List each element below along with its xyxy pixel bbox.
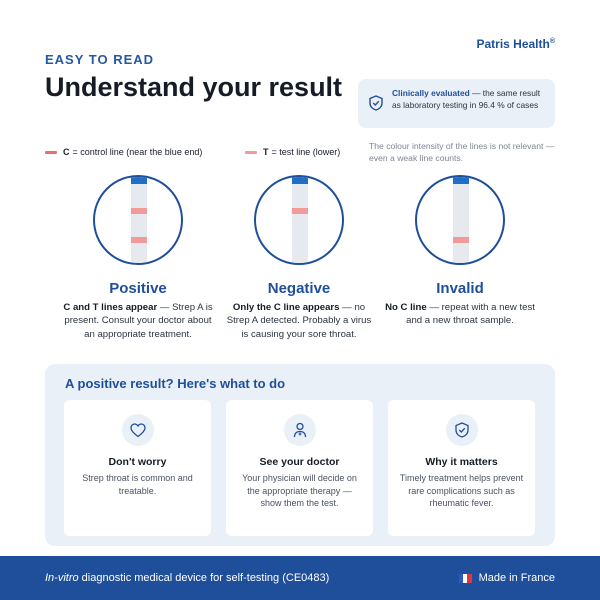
test-line-swatch [245,150,257,154]
shield-check-icon [445,414,478,446]
card-title: Don't worry [108,456,167,468]
doctor-icon [283,414,316,446]
result-description: Only the C line appears — no Strep A det… [224,301,374,341]
legend-c-key: C [63,147,70,157]
device-text: diagnostic medical device for self-testi… [78,572,330,584]
result-title: Positive [109,280,167,297]
card-text: Your physician will decide on the approp… [242,473,357,509]
france-flag-icon [458,573,472,583]
strip-blue-end [453,177,469,184]
strip-t-line [131,237,147,243]
result-description: C and T lines appear — Strep A is presen… [63,301,213,341]
strip-blue-end [131,177,147,184]
made-in-france: Made in France [458,572,555,584]
card-dont-worry: Don't worry Strep throat is common and t… [64,400,211,536]
result-description: No C line — repeat with a new test and a… [385,301,535,328]
footer-bar: In-vitro diagnostic medical device for s… [0,556,600,600]
control-line-swatch [45,150,57,154]
brand-name: Patris Health [476,37,550,51]
strip-blue-end [292,177,308,184]
device-statement: In-vitro diagnostic medical device for s… [45,572,329,584]
card-title: Why it matters [425,456,498,468]
heart-icon [121,414,154,446]
test-strip [453,177,469,263]
test-strip [292,177,308,263]
legend-test-line: T = test line (lower) [245,147,340,157]
test-strip [131,177,147,263]
made-in-label: Made in France [478,572,555,584]
clinical-evaluation-box: Clinically evaluated — the same result a… [358,79,555,128]
invalid-strip-illustration [415,175,505,265]
brand-mark: ® [549,38,555,45]
intensity-note: The colour intensity of the lines is not… [369,141,555,164]
device-italic: In-vitro [45,572,79,584]
legend-t-key: T [263,147,269,157]
card-text: Timely treatment helps prevent rare comp… [399,473,524,509]
result-text: — no Strep A detected. Probably a virus … [226,302,372,340]
negative-strip-illustration [254,175,344,265]
legend-t-text: = test line (lower) [271,147,341,157]
strip-c-line [131,208,147,214]
shield-check-icon [369,95,383,111]
positive-strip-illustration [93,175,183,265]
brand-logo: Patris Health® [476,37,555,51]
card-see-your-doctor: See your doctor Your physician will deci… [226,400,373,536]
result-bold: C and T lines appear [63,302,158,313]
clinical-text: — the same result as laboratory testing … [392,88,541,111]
panel-title: A positive result? Here's what to do [65,376,286,391]
card-title: See your doctor [259,456,340,468]
result-invalid: Invalid No C line — repeat with a new te… [385,280,535,328]
result-text: — Strep A is present. Consult your docto… [64,302,213,340]
eyebrow-label: EASY TO READ [45,52,155,67]
card-why-it-matters: Why it matters Timely treatment helps pr… [388,400,535,536]
result-negative: Negative Only the C line appears — no St… [224,280,374,341]
result-text: — repeat with a new test and a new throa… [406,302,535,327]
legend-c-text: = control line (near the blue end) [72,147,203,157]
result-positive: Positive C and T lines appear — Strep A … [63,280,213,341]
strip-c-line [292,208,308,214]
result-title: Invalid [436,280,484,297]
result-title: Negative [267,280,331,297]
result-bold: Only the C line appears [232,302,340,313]
positive-result-panel: A positive result? Here's what to do Don… [45,364,555,546]
page-title: Understand your result [45,72,343,102]
result-bold: No C line [385,302,427,313]
card-text: Strep throat is common and treatable. [82,473,193,496]
clinical-bold: Clinically evaluated [392,88,470,98]
legend-control-line: C = control line (near the blue end) [45,147,202,157]
strip-t-line [453,237,469,243]
